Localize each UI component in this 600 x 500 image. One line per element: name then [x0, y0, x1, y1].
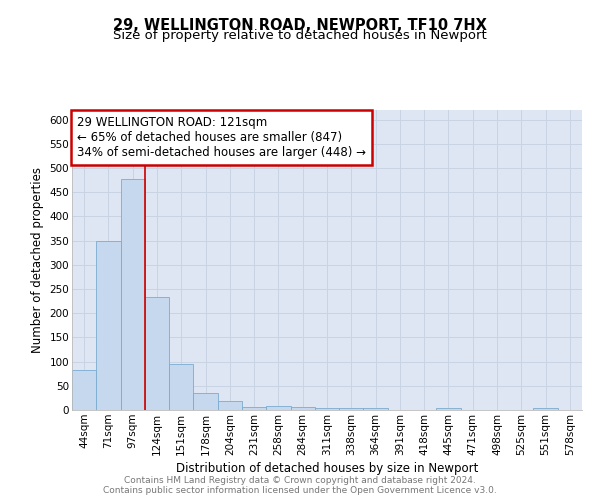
Bar — [72, 370, 96, 410]
Bar — [533, 408, 558, 410]
Bar — [96, 240, 121, 410]
Bar — [364, 408, 388, 410]
Bar — [436, 408, 461, 410]
Bar — [193, 392, 218, 410]
Bar — [169, 364, 193, 410]
Bar — [242, 406, 266, 410]
Text: Size of property relative to detached houses in Newport: Size of property relative to detached ho… — [113, 29, 487, 42]
Bar — [290, 407, 315, 410]
Bar — [121, 178, 145, 410]
Bar — [266, 406, 290, 410]
Bar — [315, 408, 339, 410]
Text: 29 WELLINGTON ROAD: 121sqm
← 65% of detached houses are smaller (847)
34% of sem: 29 WELLINGTON ROAD: 121sqm ← 65% of deta… — [77, 116, 366, 159]
Text: Contains HM Land Registry data © Crown copyright and database right 2024.
Contai: Contains HM Land Registry data © Crown c… — [103, 476, 497, 495]
Bar — [218, 402, 242, 410]
Y-axis label: Number of detached properties: Number of detached properties — [31, 167, 44, 353]
Bar — [145, 297, 169, 410]
Bar — [339, 408, 364, 410]
Text: 29, WELLINGTON ROAD, NEWPORT, TF10 7HX: 29, WELLINGTON ROAD, NEWPORT, TF10 7HX — [113, 18, 487, 32]
X-axis label: Distribution of detached houses by size in Newport: Distribution of detached houses by size … — [176, 462, 478, 475]
